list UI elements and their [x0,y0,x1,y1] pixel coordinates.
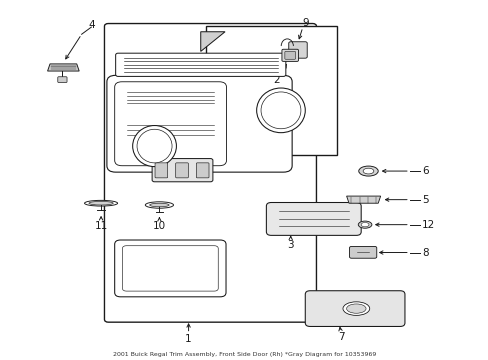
Polygon shape [346,196,380,203]
Ellipse shape [256,88,305,133]
Text: 12: 12 [421,220,434,230]
Polygon shape [47,64,79,71]
FancyBboxPatch shape [115,240,225,297]
Ellipse shape [137,129,172,163]
FancyBboxPatch shape [107,75,291,172]
Ellipse shape [342,302,369,315]
Text: 2001 Buick Regal Trim Assembly, Front Side Door (Rh) *Gray Diagram for 10353969: 2001 Buick Regal Trim Assembly, Front Si… [113,352,375,357]
FancyBboxPatch shape [104,23,316,322]
Ellipse shape [358,166,377,176]
Text: 11: 11 [94,221,107,231]
FancyBboxPatch shape [152,158,212,182]
FancyBboxPatch shape [175,163,188,178]
Text: 9: 9 [302,18,308,28]
FancyBboxPatch shape [58,77,67,82]
Text: 6: 6 [421,166,427,176]
Ellipse shape [346,304,366,313]
Ellipse shape [84,201,117,206]
FancyBboxPatch shape [285,51,295,59]
FancyBboxPatch shape [122,246,218,291]
Ellipse shape [145,202,173,208]
Text: 4: 4 [88,19,95,30]
Text: 5: 5 [421,195,427,204]
Text: 8: 8 [421,248,427,257]
FancyBboxPatch shape [196,163,208,178]
Polygon shape [201,32,224,51]
Text: 2: 2 [272,75,279,85]
FancyBboxPatch shape [305,291,404,327]
Text: 7: 7 [338,332,345,342]
Ellipse shape [149,203,169,207]
Ellipse shape [132,126,176,167]
FancyBboxPatch shape [288,42,306,58]
FancyBboxPatch shape [116,53,285,76]
FancyBboxPatch shape [115,82,226,166]
Ellipse shape [361,222,368,227]
Text: 10: 10 [153,221,165,231]
Bar [205,26,336,155]
Text: 1: 1 [185,334,191,344]
Ellipse shape [358,221,371,228]
Ellipse shape [261,92,300,129]
FancyBboxPatch shape [282,49,298,62]
FancyBboxPatch shape [155,163,167,178]
Text: 3: 3 [287,240,293,250]
FancyBboxPatch shape [266,203,361,235]
Ellipse shape [363,168,373,174]
Ellipse shape [89,202,113,205]
FancyBboxPatch shape [349,247,376,258]
